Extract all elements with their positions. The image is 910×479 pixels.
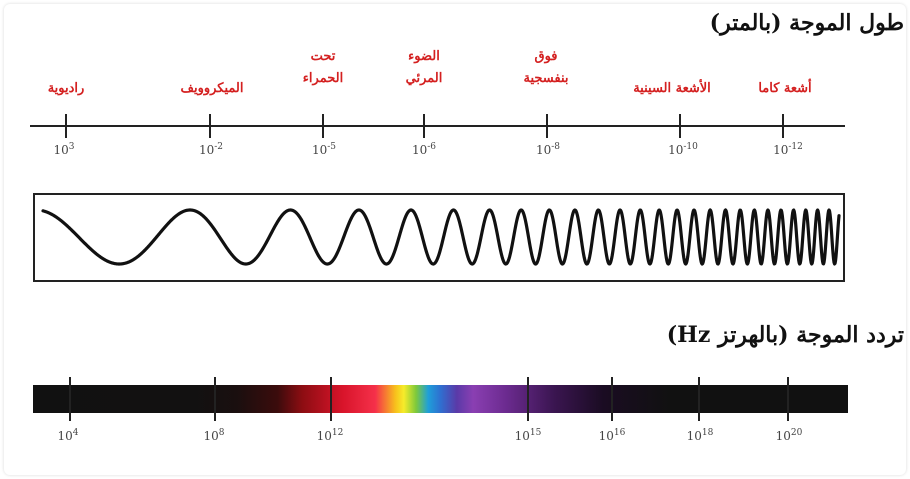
wavelength-tick-label: 10-8 (535, 142, 561, 157)
frequency-tick-label: 1012 (316, 428, 344, 443)
band-label-radio: راديوية (47, 81, 85, 96)
wavelength-tick-label: 10-10 (668, 142, 698, 157)
wavelength-title: طول الموجة (بالمتر) (709, 10, 904, 36)
band-label-visible: الضوء المرئي (405, 49, 443, 86)
wavelength-tick-label: 10-2 (198, 142, 224, 157)
wavelength-tick-label: 10-5 (311, 142, 337, 157)
band-label-ultraviolet: فوق بنفسجية (523, 49, 569, 86)
electromagnetic-spectrum-bar (33, 385, 848, 413)
band-label-xray: الأشعة السينية (633, 81, 711, 96)
frequency-tick-label: 1018 (686, 428, 714, 443)
wave-curve (41, 208, 841, 266)
frequency-tick-label: 104 (57, 428, 79, 443)
frequency-tick-label: 1015 (514, 428, 542, 443)
band-label-gamma: أشعة كاما (758, 81, 812, 96)
frequency-title: تردد الموجة (بالهرتز Hz) (666, 322, 904, 348)
frequency-tick-label: 1020 (775, 428, 803, 443)
frequency-tick-label: 1016 (598, 428, 626, 443)
wave-illustration (41, 208, 841, 266)
frequency-axis-ticks (69, 377, 789, 421)
frequency-tick-label: 108 (203, 428, 225, 443)
wavelength-tick-label: 103 (53, 142, 75, 157)
wavelength-axis-ticks (65, 114, 784, 138)
band-label-microwave: الميكروويف (180, 81, 244, 96)
wavelength-tick-label: 10-12 (773, 142, 803, 157)
wave-illustration-box (33, 193, 845, 282)
band-label-infrared: تحت الحمراء (302, 49, 344, 86)
wavelength-tick-label: 10-6 (411, 142, 437, 157)
